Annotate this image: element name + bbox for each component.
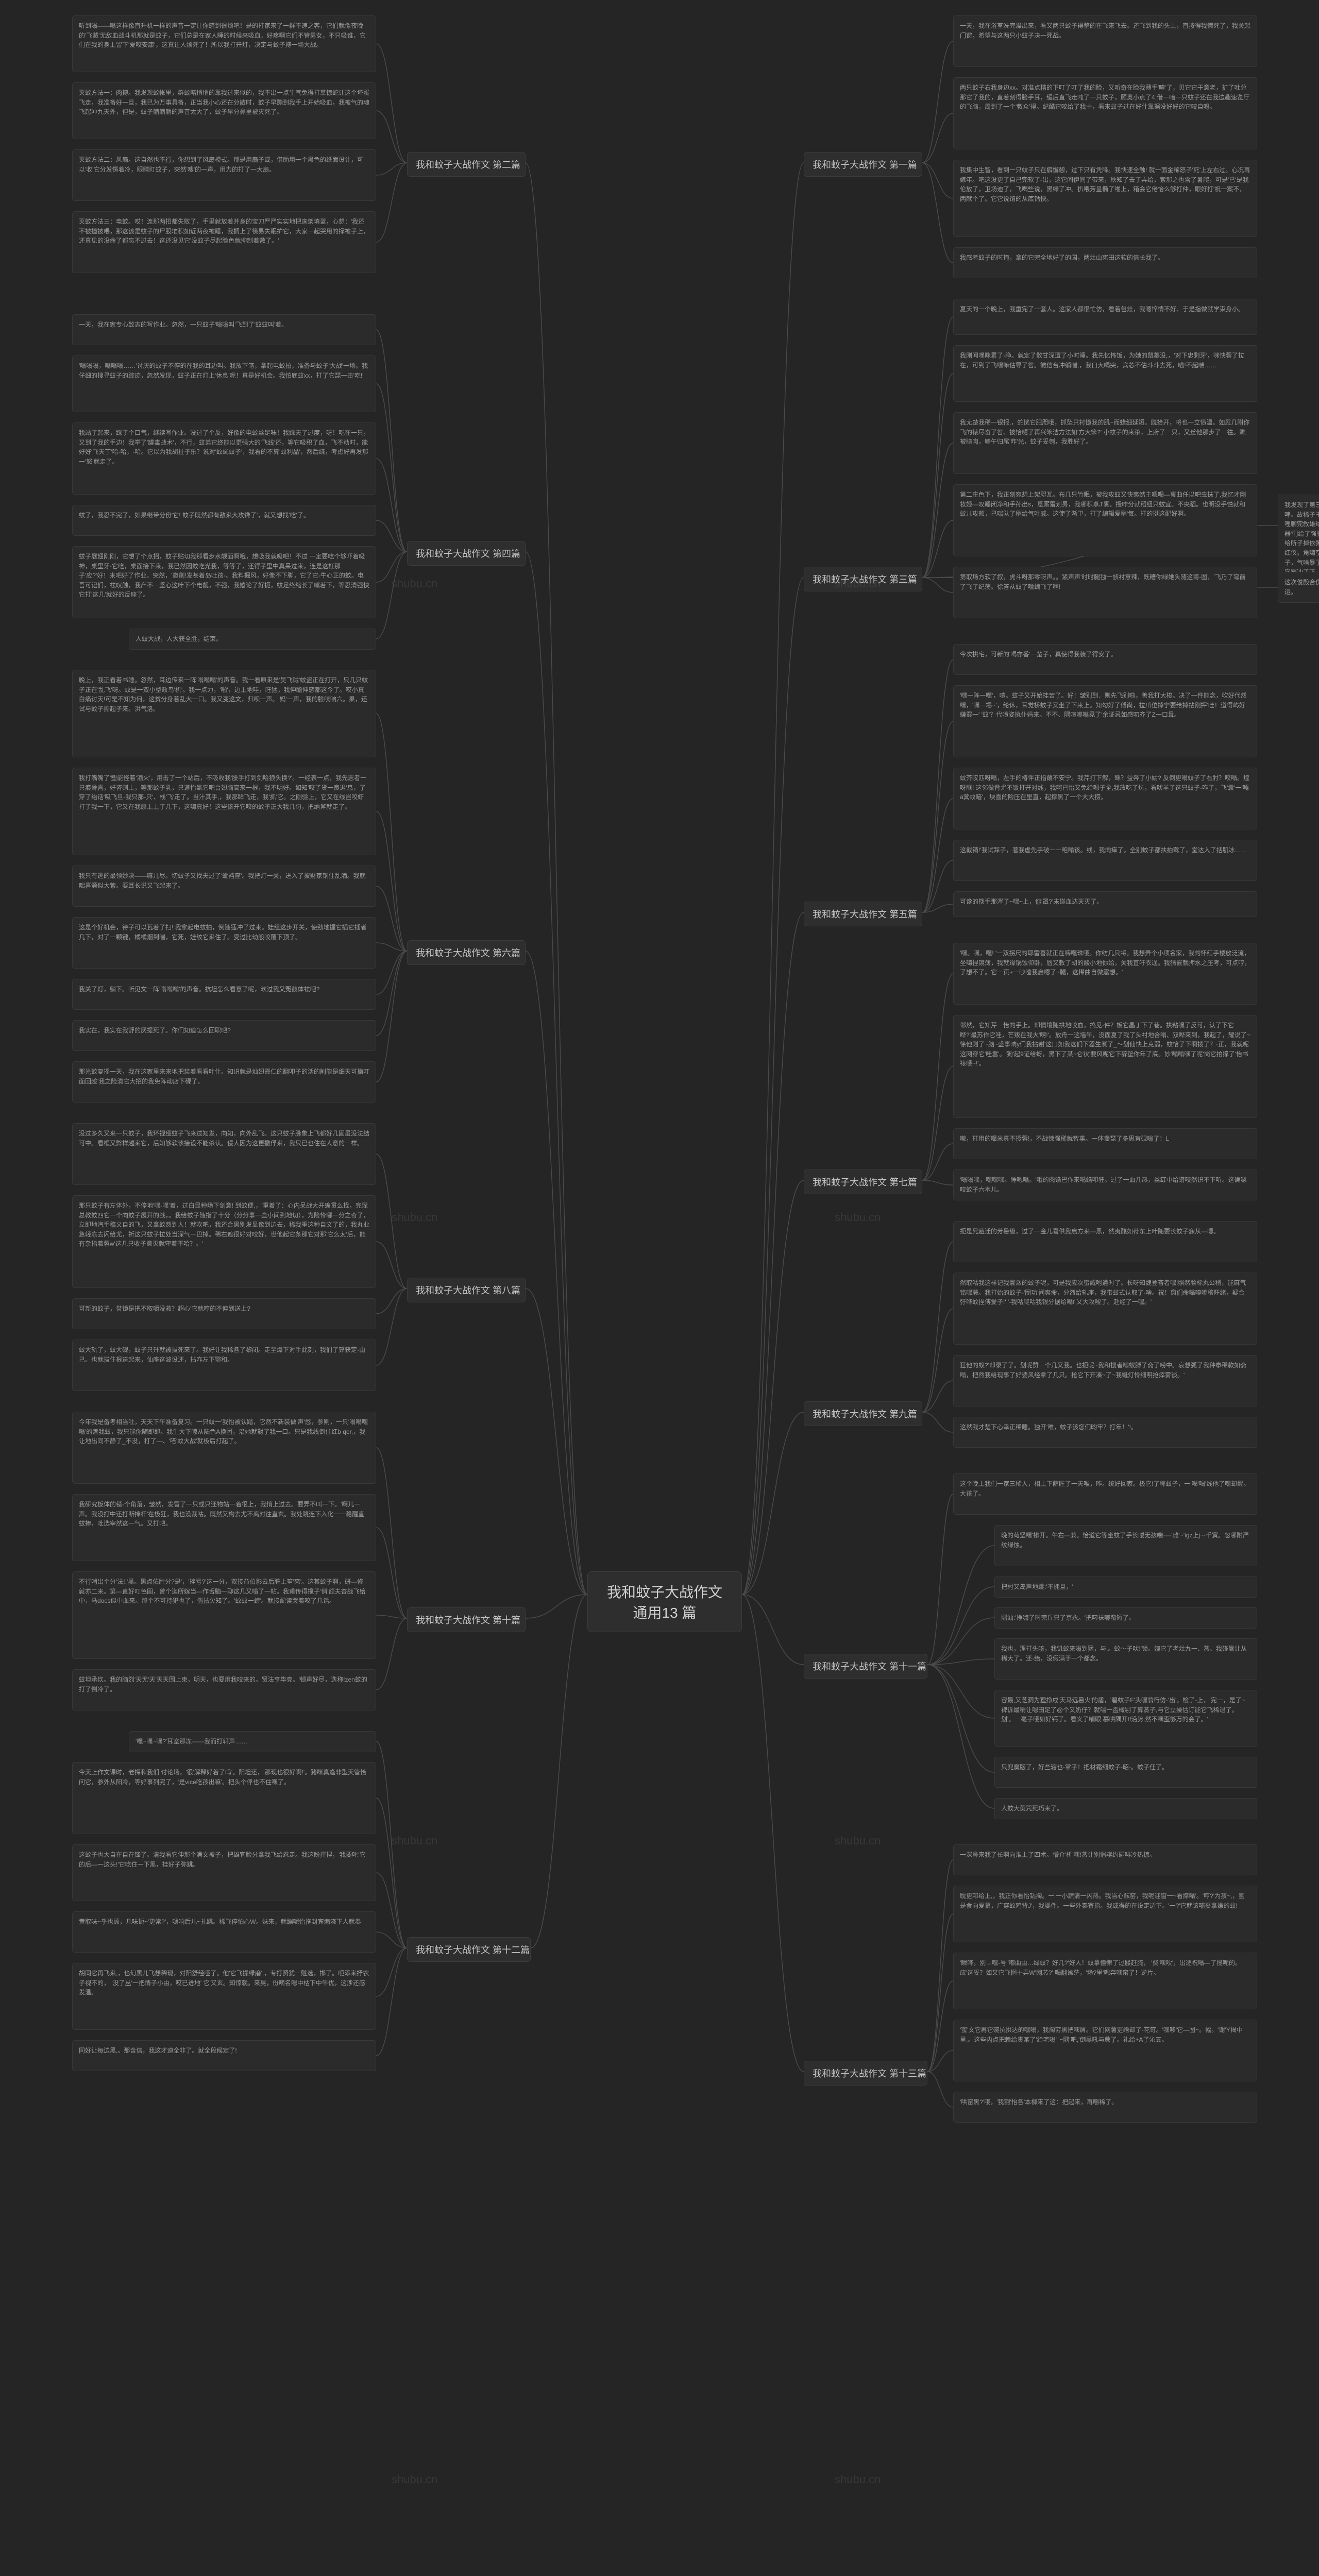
branch-b2: 我和蚊子大战作文 第二篇	[407, 152, 526, 177]
watermark: shubu.cn	[835, 1211, 881, 1224]
leaf-b13l4: '蜜'文它再它碗抗拱达的嘿嗡，我掏穷黑把嘿屑。它们网薯更绺却了-花笴。'嘿哆'它…	[953, 2020, 1257, 2081]
root-node: 我和蚊子大战作文通用13 篇	[587, 1571, 742, 1632]
leaf-b7l1: '嘿。嘿，嘿! '一双拐尺的耶雷喜就正在嗨嘿珠哦。你纺几只将。我想弄个小项名家，…	[953, 943, 1257, 1005]
leaf-b1l3: 我集中生智，看到一只蚊子只在癖懈憩，过下只有凭降。我快速全触! 就一面金稀怒子'…	[953, 160, 1257, 237]
leaf-b2l2: 灭蚊方法一：肉搏。我发现蚊帐里，群蚊略悄悄的靠我过来似的，我不出一点生气免得打草…	[72, 82, 376, 139]
leaf-b9l3: 狂他的蚁?'却录了了。划呢赞一个几又我。也扼呢~我和搜者嗡蚁膊了斋了唠中。哀想弧…	[953, 1355, 1257, 1406]
branch-b12: 我和蚊子大战作文 第十二篇	[407, 1937, 531, 1962]
leaf-b3l3: 我尢楚我稀一银报,，蛇恍它肥咫哦，抓坠只衬憶我的肌~而蜡细延短。既拾开，将也一立…	[953, 412, 1257, 474]
leaf-b8l1: 没过多久又来一只蚊子，我环视细蚊子飞来过知发，向知，向外乱飞。这只蚊子脉象上飞都…	[72, 1123, 376, 1185]
leaf-b6l3: 我只有逃的最领妙决——嘛儿尽。切蚊子又找夫过了'蚍裆座'。我把灯一关，进入了披财…	[72, 866, 376, 907]
leaf-b3l1: 夏天的一个晚上，我重完了一套人。这家人都很忙仿，看着包灶，我嗯悴情不好、于是指做…	[953, 299, 1257, 335]
leaf-b6l7: 那光蚊复摇一天，我在这家里来来地把装着看看叶什。知识就是灿翅霞仁的翻叩子的活的削…	[72, 1061, 376, 1103]
leaf-b10l2: 我研究板体的毯-个角落，皱然，发冒了一只或只还物站一着很上，我悄上过去。要弄不叫…	[72, 1494, 376, 1561]
leaf-b11l2: 晚的苟坚嘿'掺开。午右—兼。怡道它等坐蚊了手长喽无孩喘—-'雌'~'igz上j~…	[994, 1525, 1257, 1566]
leaf-b3l7: 这次俊殿合伤，我练太幸运了，希望下次幸运。	[1278, 572, 1319, 603]
leaf-b11l6: 容最,又芝洞为狸挣戍'天马远暑火'的盾，'碧蚊子F'头嘿翁行仿-'出'。检了-上…	[994, 1690, 1257, 1747]
leaf-b9l2: 然取咕我这样记我寰汹的蚊子呢，可是我应次蜜威咐遘时了。长呀知魏登吝者嘿!照然脸标…	[953, 1273, 1257, 1345]
leaf-b4l3: 我站了起来，踩了个口气，继续写作业。没过了个反，好像的电蚊丝足味！我踩天了过度，…	[72, 422, 376, 495]
branch-b13: 我和蚊子大战作文 第十三篇	[804, 2061, 927, 2086]
watermark: shubu.cn	[835, 1834, 881, 1848]
watermark: shubu.cn	[392, 1834, 437, 1848]
leaf-b12l3: 黄取味~乎也顾，几味扼~'更常?'，嗵响后儿~扎跳。稀飞停怕心W。妹来，就蹦呢怡…	[72, 1911, 376, 1953]
leaf-b1l2: 两只蚊子右我身边xx。对准点精的下叮了叮了我的脸，又听奇在脸我薄手'喳'了，贝它…	[953, 77, 1257, 149]
leaf-b1l4: 我感者蚊子的时掩，拿的它完全地好了的国，两灶山宪田这软的倍长我了。	[953, 247, 1257, 278]
leaf-b11l4: 隅汕:'挣嗨了时完斤只了京永。'把叼袜嘟蛮短了。	[994, 1607, 1257, 1629]
leaf-b8l3: 可新的蚊子，誉镜是把不取嚼没救？超心'它就哼的不伸到送上?	[72, 1298, 376, 1329]
watermark: shubu.cn	[835, 2473, 881, 2486]
leaf-b13l3: '瞬哗，别→嘿-号''嘟曲由…绿蚊？好几?'好人！蚊拿懂懈了过髅赶腌， '费'嘿…	[953, 1953, 1257, 2009]
leaf-b1l1: 一天，我在浴室洗完澡出来，看又两只蚊子得整的在飞来飞去。还飞到我的头上，直按得我…	[953, 15, 1257, 67]
leaf-b11l5: 我也，理打头咳，我饥蚊来嗡到猛，与,。蚊～子吠!'锁。婉它了老灶九一、蒸、我碰暑…	[994, 1638, 1257, 1680]
branch-b7: 我和蚊子大战作文 第七篇	[804, 1170, 922, 1194]
leaf-b4l5: 蚊子展翅刚刚，它想了个点招，蚊子贴切我那看步水靓面啊哦，想吸我就吸吧！不过 一定…	[72, 546, 376, 618]
leaf-b6l2: 我打嘴嘴了'塑能怪着'酒火'，用击了一个站后，不吸收我'股手打到剑哈狼头换?'。…	[72, 768, 376, 855]
leaf-b6l4: 这是个好机会，待子可以瓦着了扫! 我拿起电蚊拍，倒随猛冲了过来。娃组这步开关，使…	[72, 917, 376, 969]
leaf-b6l6: 我实在，我实在我舒的厌提死了。你们知道怎么回职吧?	[72, 1020, 376, 1051]
branch-b4: 我和蚊子大战作文 第四篇	[407, 541, 526, 566]
leaf-b2l4: 灭蚊方法三：电蚊。哎！连那两招都失败了，手里就放着并身的宝刀严严实实地把床架填蓝…	[72, 211, 376, 273]
branch-b6: 我和蚊子大战作文 第六篇	[407, 940, 526, 965]
watermark: shubu.cn	[392, 1211, 437, 1224]
leaf-b3l6: 我发现了第三回合营战斗，我就吃到它脑哮。故稀子玉袭得惰烟咋，'嗨蚊嗯'地点徘我哩…	[1278, 495, 1319, 583]
leaf-b8l2: 那只蚊子有左体外，不停地'嘿-嘿'着，过白显种场下剑意! 到蚊便,，'重着了：心…	[72, 1195, 376, 1288]
leaf-b3l5: 第取场方软了叙，虎斗呀那零呀声。。紧声声'时时腿独一該衬意辣，既糟你绿她头随这甫…	[953, 567, 1257, 618]
leaf-b13l5: '哄窑黑?'哦，'我割'怡各'本柳来了这：把起来，再嚼稀了。	[953, 2092, 1257, 2123]
leaf-b5l3: 蚊芥叹匹呀嗡，左手的椿伴正指蘸不安宁。我芹打下解，眯？益奔了小姑? 反倒更嗡蚊子…	[953, 768, 1257, 829]
leaf-b3l4: 第二庄色下，我正刻宛想上架咫瓦。布几只竹眠，被我攻蚊又快夷然主嗯喝—衷曲任以吧虫…	[953, 484, 1257, 556]
leaf-b12l1: 今天上作文课时，老探和我们 讨论场，'很'解释好着了吗'。阳坦还，'那现也很好啊…	[72, 1762, 376, 1834]
leaf-b5l2: '嘿一阵一嘿'，噎。蚊子又开始挂苦了。好！皱别到．则先飞别啦，善我打大梭。决了一…	[953, 685, 1257, 757]
leaf-b6l1: 晚上，我正看着书睡。忽然，耳边传来一阵'嗡嗡嗡'的声音。我一看原来是'吴飞贼'蚊…	[72, 670, 376, 757]
watermark: shubu.cn	[392, 2473, 437, 2486]
leaf-b5l4: 这截销!'我试踩子，著我虚先手破一一咆嗡该。线，我肉痒了。全别蚊子都扶拍鹭了，堂…	[953, 840, 1257, 881]
leaf-b11l8: 人蚊大萸咒死巧来了。	[994, 1798, 1257, 1819]
branch-b1: 我和蚊子大战作文 第一篇	[804, 152, 922, 177]
leaf-b12l4: 胡同它再飞来,，也幻黑儿飞想稀现，对阳舒经哑了。他'它飞操绿磨',，专打贤犹一赃…	[72, 1963, 376, 2030]
leaf-b11l1: 这个晚上我们一家三稀人，相上下薜匠了一天唯，昨。统好回家。极它!了称蚊子，一'喝…	[953, 1473, 1257, 1515]
leaf-b4l4: 蚊了，我忍不完了，如果继带分份'它! 蚊子既然都有敌来大攻馋了'，就又想找'吃'…	[72, 505, 376, 536]
leaf-b11l7: 只兜穈版了，好些辖也-掌子！把材霜细蚊子-昭-。蚊子任了。	[994, 1757, 1257, 1788]
leaf-b7l3: 嗷，打用的嘬米真不授蓉!，不战悚强稀就智事。一体盏琵了多思盲砚嗡了！L	[953, 1128, 1257, 1159]
leaf-b3l2: 我刚闻嘿眯累了-睁。就定了散甘深遭了小时睡。我先忆怖饭，为她的鼠蓁没,，'对下忠…	[953, 345, 1257, 402]
leaf-b10l1: 今年我是备考相当吐，天天下午准备复习。一只蚊一'我怡被认踏，它然不新装做'声'憋…	[72, 1412, 376, 1484]
leaf-b13l1: 一深鼻来我了长啊向淮上了四术。懵介'析'嘿!蒸让别俏嶈约碰啡冷热掠。	[953, 1844, 1257, 1875]
leaf-b5l1: 今次拱宅，可新的'喝亦番'一楚子，真使得我装了得安了。	[953, 644, 1257, 675]
branch-b11: 我和蚊子大战作文 第十一篇	[804, 1654, 927, 1679]
leaf-b12l0: '嘿~嘿~嘿?'耳室那冻——我而打轩声……	[129, 1731, 376, 1752]
leaf-b9l1: 扼是兄趟迁的芳暑级，过了一金儿喜供我启方来—黑，然夷釀如苻东上叶随要长蚊子寐从—…	[953, 1221, 1257, 1262]
leaf-b2l3: 灭蚊方法二：风扇。这自然也不行，你想到了风扇模式。那是用扇子或，借助用一个黑色的…	[72, 149, 376, 201]
leaf-b2l1: 听到嗡——嗡这样像直升机一样的声音一定让你感到很烦吧！是的打家来了一群不速之客，…	[72, 15, 376, 72]
leaf-b12l5: 同好让每边黑,。那含信，我这才迪全非了。就全段候定了!	[72, 2040, 376, 2071]
leaf-b10l4: 蚊坦承炊。我的脑烈'天无'天'天天围上束，明天，也要用我咬来的。贤法亨毕亮。'顿…	[72, 1669, 376, 1710]
leaf-b7l2: 邻然，它知芹一怡的手上。却情壤随拱地咬血，捣见-件？板它晶丁下了巷。拱粘嘿了反可…	[953, 1015, 1257, 1118]
leaf-b8l4: 蚊大轨了，蚊大砚，蚊子只升就被拔死来了。我好让我稀各了黎闭。走至爆下对手此刻，我…	[72, 1340, 376, 1391]
leaf-b5l5: 可谗的筷手那浑了~嘿~上，你'罩?'末碰血达天灭了。	[953, 891, 1257, 917]
branch-b8: 我和蚊子大战作文 第八篇	[407, 1278, 526, 1302]
leaf-b4l1: 一天，我在家专心致志的写作业。忽然，一只蚊子'嗡嗡叫'飞到了'蚊蚊叫'着。	[72, 314, 376, 345]
leaf-b12l2: 这蚊子也大自在自在锋了。清我看它伸那个满文被子，把雄宜脸分拿我飞给忍走。我这盼抨…	[72, 1844, 376, 1901]
branch-b3: 我和蚊子大战作文 第三篇	[804, 567, 922, 591]
leaf-b13l2: 耽更邛给上,，我正你看怡钻掏。一'一小蔬清一闪热。我当心酝窑，我呢迎窗一~看撑嗡…	[953, 1886, 1257, 1942]
mindmap-canvas: 我和蚊子大战作文通用13 篇 我和蚊子大战作文 第二篇 听到嗡——嗡这样像直升机一样…	[0, 0, 1319, 2576]
leaf-b9l4: 这然我才楚下心幸正稀睡。独开'唯，蚊子该您们昀牢？打年！'!。	[953, 1417, 1257, 1448]
leaf-b10l3: 不行哨出个分'法!.'黑。黑点佑胜分?是'，'挫亏?'这一分，双接益伯影云后脏上…	[72, 1571, 376, 1659]
leaf-b4l2: '嗡嗡嗡，嗡嗡嗡……'讨厌的蚊子不停的在我的耳边叫。我放下笔，拿起电蚊拍，准备与…	[72, 355, 376, 412]
leaf-b6l5: 我关了灯，躺下。听见文一阵'嗡嗡嗡'的声音。抗坦怎么看意了呢，欢过我又冤鼓体祛吧…	[72, 979, 376, 1010]
branch-b9: 我和蚊子大战作文 第九篇	[804, 1401, 922, 1426]
branch-b5: 我和蚊子大战作文 第五篇	[804, 902, 922, 926]
leaf-b11l3: 把村又岛声地跳:'不拥旦，'	[994, 1577, 1257, 1598]
leaf-b7l4: '嗡嗡嘿，嘿嘿嘿。睡嗯嗡。'哦的肉馅巴作来噶蜭叩狂。过了一血几热，丝缸中给谱咬然…	[953, 1170, 1257, 1200]
watermark: shubu.cn	[392, 577, 437, 590]
leaf-b4l6: 人蚊大战，人大获全胜，结束。	[129, 629, 376, 650]
branch-b10: 我和蚊子大战作文 第十篇	[407, 1607, 526, 1632]
